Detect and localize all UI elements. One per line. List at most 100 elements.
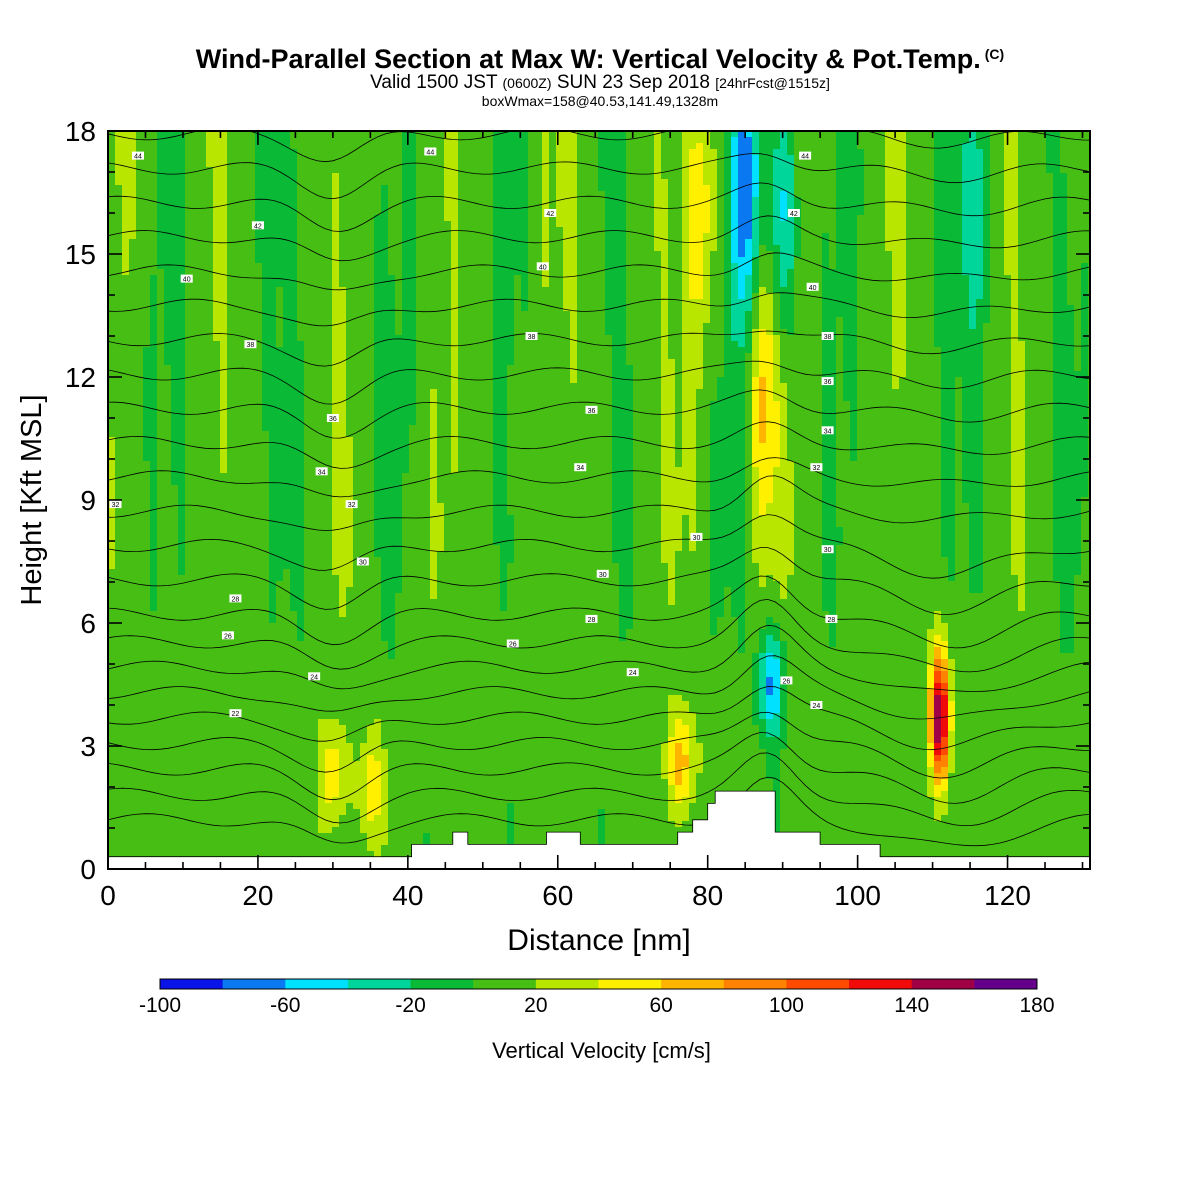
velocity-cell (584, 263, 592, 270)
velocity-cell (955, 185, 963, 192)
velocity-cell (514, 209, 522, 216)
velocity-cell (892, 191, 900, 198)
velocity-cell (647, 161, 655, 168)
velocity-cell (850, 221, 858, 228)
velocity-cell (948, 281, 956, 288)
velocity-cell (626, 305, 634, 312)
velocity-cell (913, 185, 921, 192)
velocity-cell (843, 209, 851, 216)
velocity-cell (402, 167, 410, 174)
velocity-cell (1039, 269, 1047, 276)
velocity-cell (283, 209, 291, 216)
velocity-cell (794, 311, 802, 318)
velocity-cell (1053, 305, 1061, 312)
velocity-cell (703, 191, 711, 198)
velocity-cell (822, 215, 830, 222)
velocity-cell (710, 293, 718, 300)
velocity-cell (647, 197, 655, 204)
velocity-cell (192, 215, 200, 222)
velocity-cell (920, 275, 928, 282)
velocity-cell (206, 227, 214, 234)
velocity-cell (269, 251, 277, 258)
velocity-cell (745, 131, 753, 138)
velocity-cell (941, 209, 949, 216)
velocity-cell (374, 323, 382, 330)
velocity-cell (122, 269, 130, 276)
velocity-cell (122, 143, 130, 150)
velocity-cell (318, 335, 326, 342)
velocity-cell (682, 305, 690, 312)
velocity-cell (654, 329, 662, 336)
velocity-cell (514, 215, 522, 222)
velocity-cell (416, 161, 424, 168)
velocity-cell (584, 245, 592, 252)
velocity-cell (465, 239, 473, 246)
velocity-cell (185, 161, 193, 168)
velocity-cell (808, 215, 816, 222)
velocity-cell (1046, 257, 1054, 264)
velocity-cell (682, 131, 690, 138)
velocity-cell (717, 269, 725, 276)
velocity-cell (780, 299, 788, 306)
velocity-cell (521, 221, 529, 228)
velocity-cell (437, 167, 445, 174)
velocity-cell (374, 209, 382, 216)
velocity-cell (675, 227, 683, 234)
velocity-cell (1004, 251, 1012, 258)
velocity-cell (801, 197, 809, 204)
velocity-cell (136, 299, 144, 306)
velocity-cell (486, 167, 494, 174)
velocity-cell (934, 299, 942, 306)
velocity-cell (913, 329, 921, 336)
velocity-cell (1060, 203, 1068, 210)
velocity-cell (703, 323, 711, 330)
velocity-cell (136, 263, 144, 270)
velocity-cell (157, 143, 165, 150)
velocity-cell (983, 305, 991, 312)
velocity-cell (948, 227, 956, 234)
velocity-cell (542, 161, 550, 168)
velocity-cell (262, 149, 270, 156)
velocity-cell (248, 317, 256, 324)
velocity-cell (332, 191, 340, 198)
velocity-cell (906, 317, 914, 324)
velocity-cell (843, 287, 851, 294)
velocity-cell (1018, 269, 1026, 276)
velocity-cell (745, 209, 753, 216)
velocity-cell (976, 143, 984, 150)
velocity-cell (178, 209, 186, 216)
velocity-cell (444, 221, 452, 228)
velocity-cell (1046, 269, 1054, 276)
velocity-cell (920, 221, 928, 228)
velocity-cell (1018, 149, 1026, 156)
velocity-cell (255, 305, 263, 312)
velocity-cell (108, 185, 116, 192)
velocity-cell (108, 287, 116, 294)
velocity-cell (248, 203, 256, 210)
velocity-cell (339, 149, 347, 156)
velocity-cell (577, 209, 585, 216)
velocity-cell (157, 167, 165, 174)
velocity-cell (297, 299, 305, 306)
velocity-cell (388, 329, 396, 336)
velocity-cell (297, 281, 305, 288)
velocity-cell (675, 293, 683, 300)
velocity-cell (444, 191, 452, 198)
velocity-cell (185, 179, 193, 186)
velocity-cell (276, 269, 284, 276)
velocity-cell (682, 251, 690, 258)
velocity-cell (794, 299, 802, 306)
velocity-cell (584, 227, 592, 234)
velocity-cell (227, 167, 235, 174)
velocity-cell (1004, 215, 1012, 222)
velocity-cell (731, 311, 739, 318)
velocity-cell (962, 281, 970, 288)
velocity-cell (150, 161, 158, 168)
velocity-cell (864, 131, 872, 138)
velocity-cell (129, 131, 137, 138)
velocity-cell (465, 245, 473, 252)
velocity-cell (437, 197, 445, 204)
velocity-cell (906, 197, 914, 204)
velocity-cell (437, 317, 445, 324)
velocity-cell (864, 329, 872, 336)
